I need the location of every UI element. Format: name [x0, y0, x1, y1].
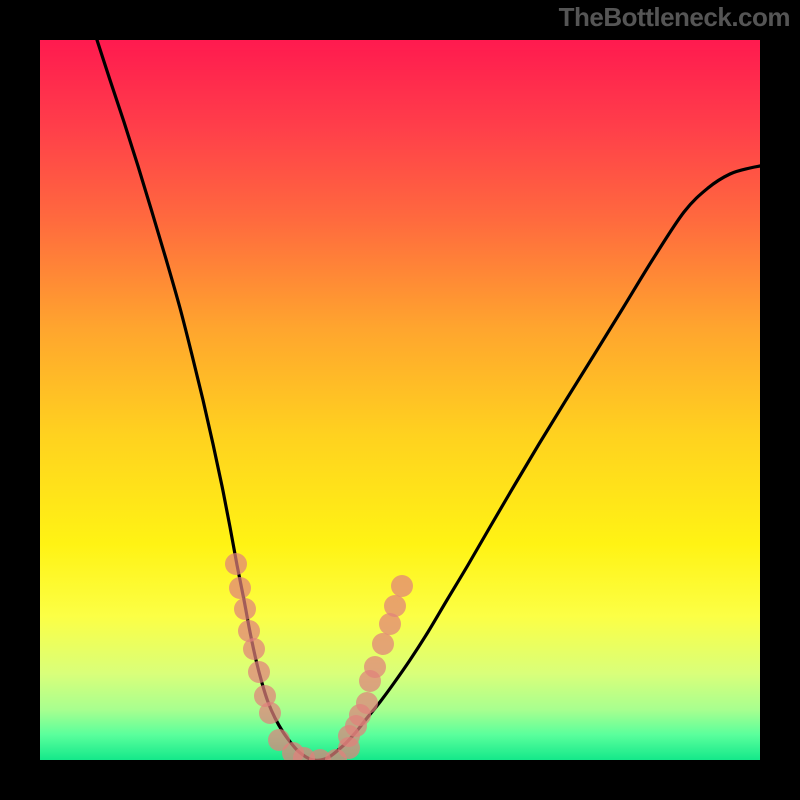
frame-left	[0, 0, 40, 800]
plot-svg	[40, 40, 760, 760]
watermark-text: TheBottleneck.com	[559, 2, 790, 33]
frame-right	[760, 0, 800, 800]
data-marker	[243, 638, 265, 660]
data-marker	[229, 577, 251, 599]
data-marker	[384, 595, 406, 617]
frame-bottom	[0, 760, 800, 800]
data-marker	[356, 692, 378, 714]
data-marker	[372, 633, 394, 655]
data-marker	[364, 656, 386, 678]
data-marker	[391, 575, 413, 597]
data-marker	[225, 553, 247, 575]
data-marker	[234, 598, 256, 620]
gradient-background	[40, 40, 760, 760]
data-marker	[248, 661, 270, 683]
data-marker	[259, 702, 281, 724]
plot-area	[40, 40, 760, 760]
